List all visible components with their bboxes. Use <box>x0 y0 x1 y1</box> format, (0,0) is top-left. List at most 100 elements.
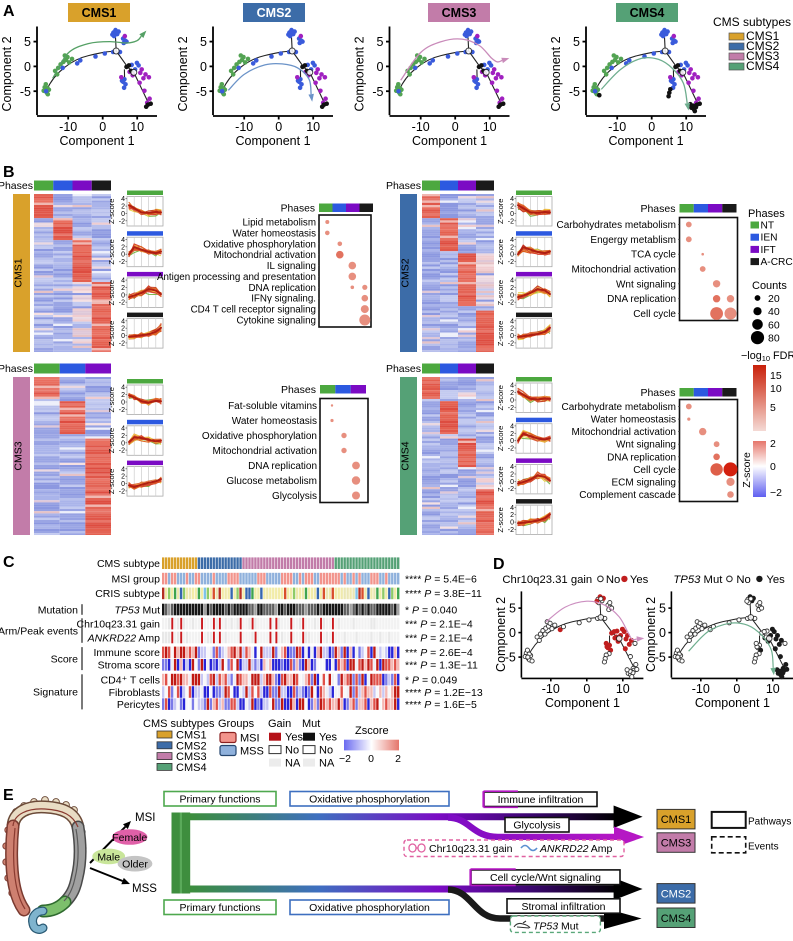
svg-text:2: 2 <box>510 390 514 397</box>
svg-text:0: 0 <box>368 753 374 765</box>
svg-text:Glucose metabolism: Glucose metabolism <box>226 476 317 487</box>
svg-text:*** P = 1.3E−11: *** P = 1.3E−11 <box>405 660 478 672</box>
svg-text:5: 5 <box>24 35 31 49</box>
svg-text:Complement cascade: Complement cascade <box>579 490 676 501</box>
svg-text:4: 4 <box>510 278 514 285</box>
svg-text:2: 2 <box>510 285 514 292</box>
svg-text:2: 2 <box>770 438 776 450</box>
svg-text:-2: -2 <box>508 300 514 307</box>
svg-text:0: 0 <box>121 211 125 218</box>
svg-text:Z-score: Z-score <box>496 239 505 264</box>
svg-text:4: 4 <box>121 318 125 325</box>
svg-text:0: 0 <box>275 120 282 134</box>
svg-text:CMS subtypes: CMS subtypes <box>143 718 215 730</box>
svg-text:0: 0 <box>99 120 106 134</box>
svg-text:CMS4: CMS4 <box>661 913 692 925</box>
svg-text:Phases: Phases <box>0 180 33 192</box>
svg-text:-2: -2 <box>508 218 514 225</box>
svg-text:0: 0 <box>510 397 514 404</box>
svg-text:E: E <box>3 787 14 804</box>
svg-text:Male: Male <box>97 851 120 863</box>
svg-text:Component 2: Component 2 <box>176 36 190 111</box>
svg-text:2: 2 <box>510 512 514 519</box>
svg-text:-2: -2 <box>508 527 514 534</box>
svg-text:Water homeostasis: Water homeostasis <box>233 228 317 239</box>
svg-text:-2: -2 <box>119 259 125 266</box>
svg-text:B: B <box>3 164 15 181</box>
svg-text:Phases: Phases <box>281 384 316 396</box>
svg-text:2: 2 <box>510 431 514 438</box>
svg-text:No: No <box>319 745 333 757</box>
svg-text:Wnt signaling: Wnt signaling <box>616 279 676 290</box>
svg-text:TP53 Mut: TP53 Mut <box>533 921 579 933</box>
svg-text:0: 0 <box>733 682 740 696</box>
svg-text:0: 0 <box>770 461 776 473</box>
svg-text:DNA replication: DNA replication <box>248 461 317 472</box>
svg-text:CRIS subtype: CRIS subtype <box>95 588 160 600</box>
svg-text:-10: -10 <box>412 120 430 134</box>
svg-text:0: 0 <box>510 211 514 218</box>
svg-text:Gain: Gain <box>268 718 291 730</box>
svg-text:-10: -10 <box>692 682 710 696</box>
svg-text:ANKRD22 Amp: ANKRD22 Amp <box>539 843 613 855</box>
svg-text:Z-score: Z-score <box>741 452 753 488</box>
svg-text:2: 2 <box>510 204 514 211</box>
svg-text:Component 1: Component 1 <box>235 134 310 148</box>
svg-text:*** P = 2.1E−4: *** P = 2.1E−4 <box>405 632 473 644</box>
svg-text:Component 2: Component 2 <box>549 36 563 111</box>
svg-text:**** P = 3.8E−11: **** P = 3.8E−11 <box>405 588 482 600</box>
svg-text:Fibroblasts: Fibroblasts <box>109 687 160 699</box>
svg-text:-2: -2 <box>119 448 125 455</box>
svg-text:CMS2: CMS2 <box>400 258 412 287</box>
svg-text:Fat-soluble vitamins: Fat-soluble vitamins <box>228 401 317 412</box>
svg-text:Component 2: Component 2 <box>0 36 14 111</box>
svg-text:TP53 Mut: TP53 Mut <box>673 574 723 586</box>
svg-text:D: D <box>493 556 505 573</box>
svg-text:Component 1: Component 1 <box>412 134 487 148</box>
svg-text:Cytokine signaling: Cytokine signaling <box>236 316 316 327</box>
svg-text:Component 2: Component 2 <box>644 597 658 672</box>
svg-text:2: 2 <box>121 474 125 481</box>
svg-text:No: No <box>606 574 620 586</box>
svg-text:Z-score: Z-score <box>107 280 116 305</box>
svg-text:Phases: Phases <box>640 387 675 399</box>
svg-text:Zscore: Zscore <box>355 725 389 737</box>
svg-text:Component 1: Component 1 <box>59 134 134 148</box>
svg-text:-2: -2 <box>119 300 125 307</box>
svg-text:Z-score: Z-score <box>496 280 505 305</box>
svg-text:Mut: Mut <box>302 718 320 730</box>
svg-text:0: 0 <box>121 399 125 406</box>
svg-text:4: 4 <box>510 464 514 471</box>
svg-text:Phases: Phases <box>386 180 421 192</box>
svg-text:Yes: Yes <box>285 732 303 744</box>
svg-text:4: 4 <box>121 426 125 433</box>
svg-text:−2: −2 <box>770 487 782 499</box>
svg-text:0: 0 <box>510 438 514 445</box>
svg-text:Chr10q23.31 gain: Chr10q23.31 gain <box>77 618 161 630</box>
svg-text:5: 5 <box>659 602 666 616</box>
svg-text:4: 4 <box>510 237 514 244</box>
svg-text:Z-score: Z-score <box>496 426 505 451</box>
svg-text:-2: -2 <box>119 488 125 495</box>
svg-text:2: 2 <box>121 204 125 211</box>
svg-text:20: 20 <box>768 293 780 305</box>
svg-text:0: 0 <box>510 333 514 340</box>
svg-text:2: 2 <box>510 244 514 251</box>
svg-text:* P = 0.040: * P = 0.040 <box>405 604 457 616</box>
svg-text:10: 10 <box>616 682 630 696</box>
svg-text:Carbohydrate metabolism: Carbohydrate metabolism <box>562 402 677 413</box>
svg-text:Phases: Phases <box>386 363 421 375</box>
svg-text:4: 4 <box>121 196 125 203</box>
svg-text:0: 0 <box>121 292 125 299</box>
svg-text:Glycolysis: Glycolysis <box>272 491 317 502</box>
svg-text:IEN: IEN <box>761 233 778 244</box>
svg-text:0: 0 <box>510 292 514 299</box>
svg-text:Component 1: Component 1 <box>608 134 683 148</box>
svg-text:*** P = 2.1E−4: *** P = 2.1E−4 <box>405 618 473 630</box>
svg-text:-2: -2 <box>508 486 514 493</box>
svg-text:Counts: Counts <box>752 280 787 292</box>
svg-text:80: 80 <box>768 333 780 345</box>
svg-text:DNA replication: DNA replication <box>607 452 676 463</box>
svg-text:2: 2 <box>121 433 125 440</box>
svg-text:-2: -2 <box>508 259 514 266</box>
